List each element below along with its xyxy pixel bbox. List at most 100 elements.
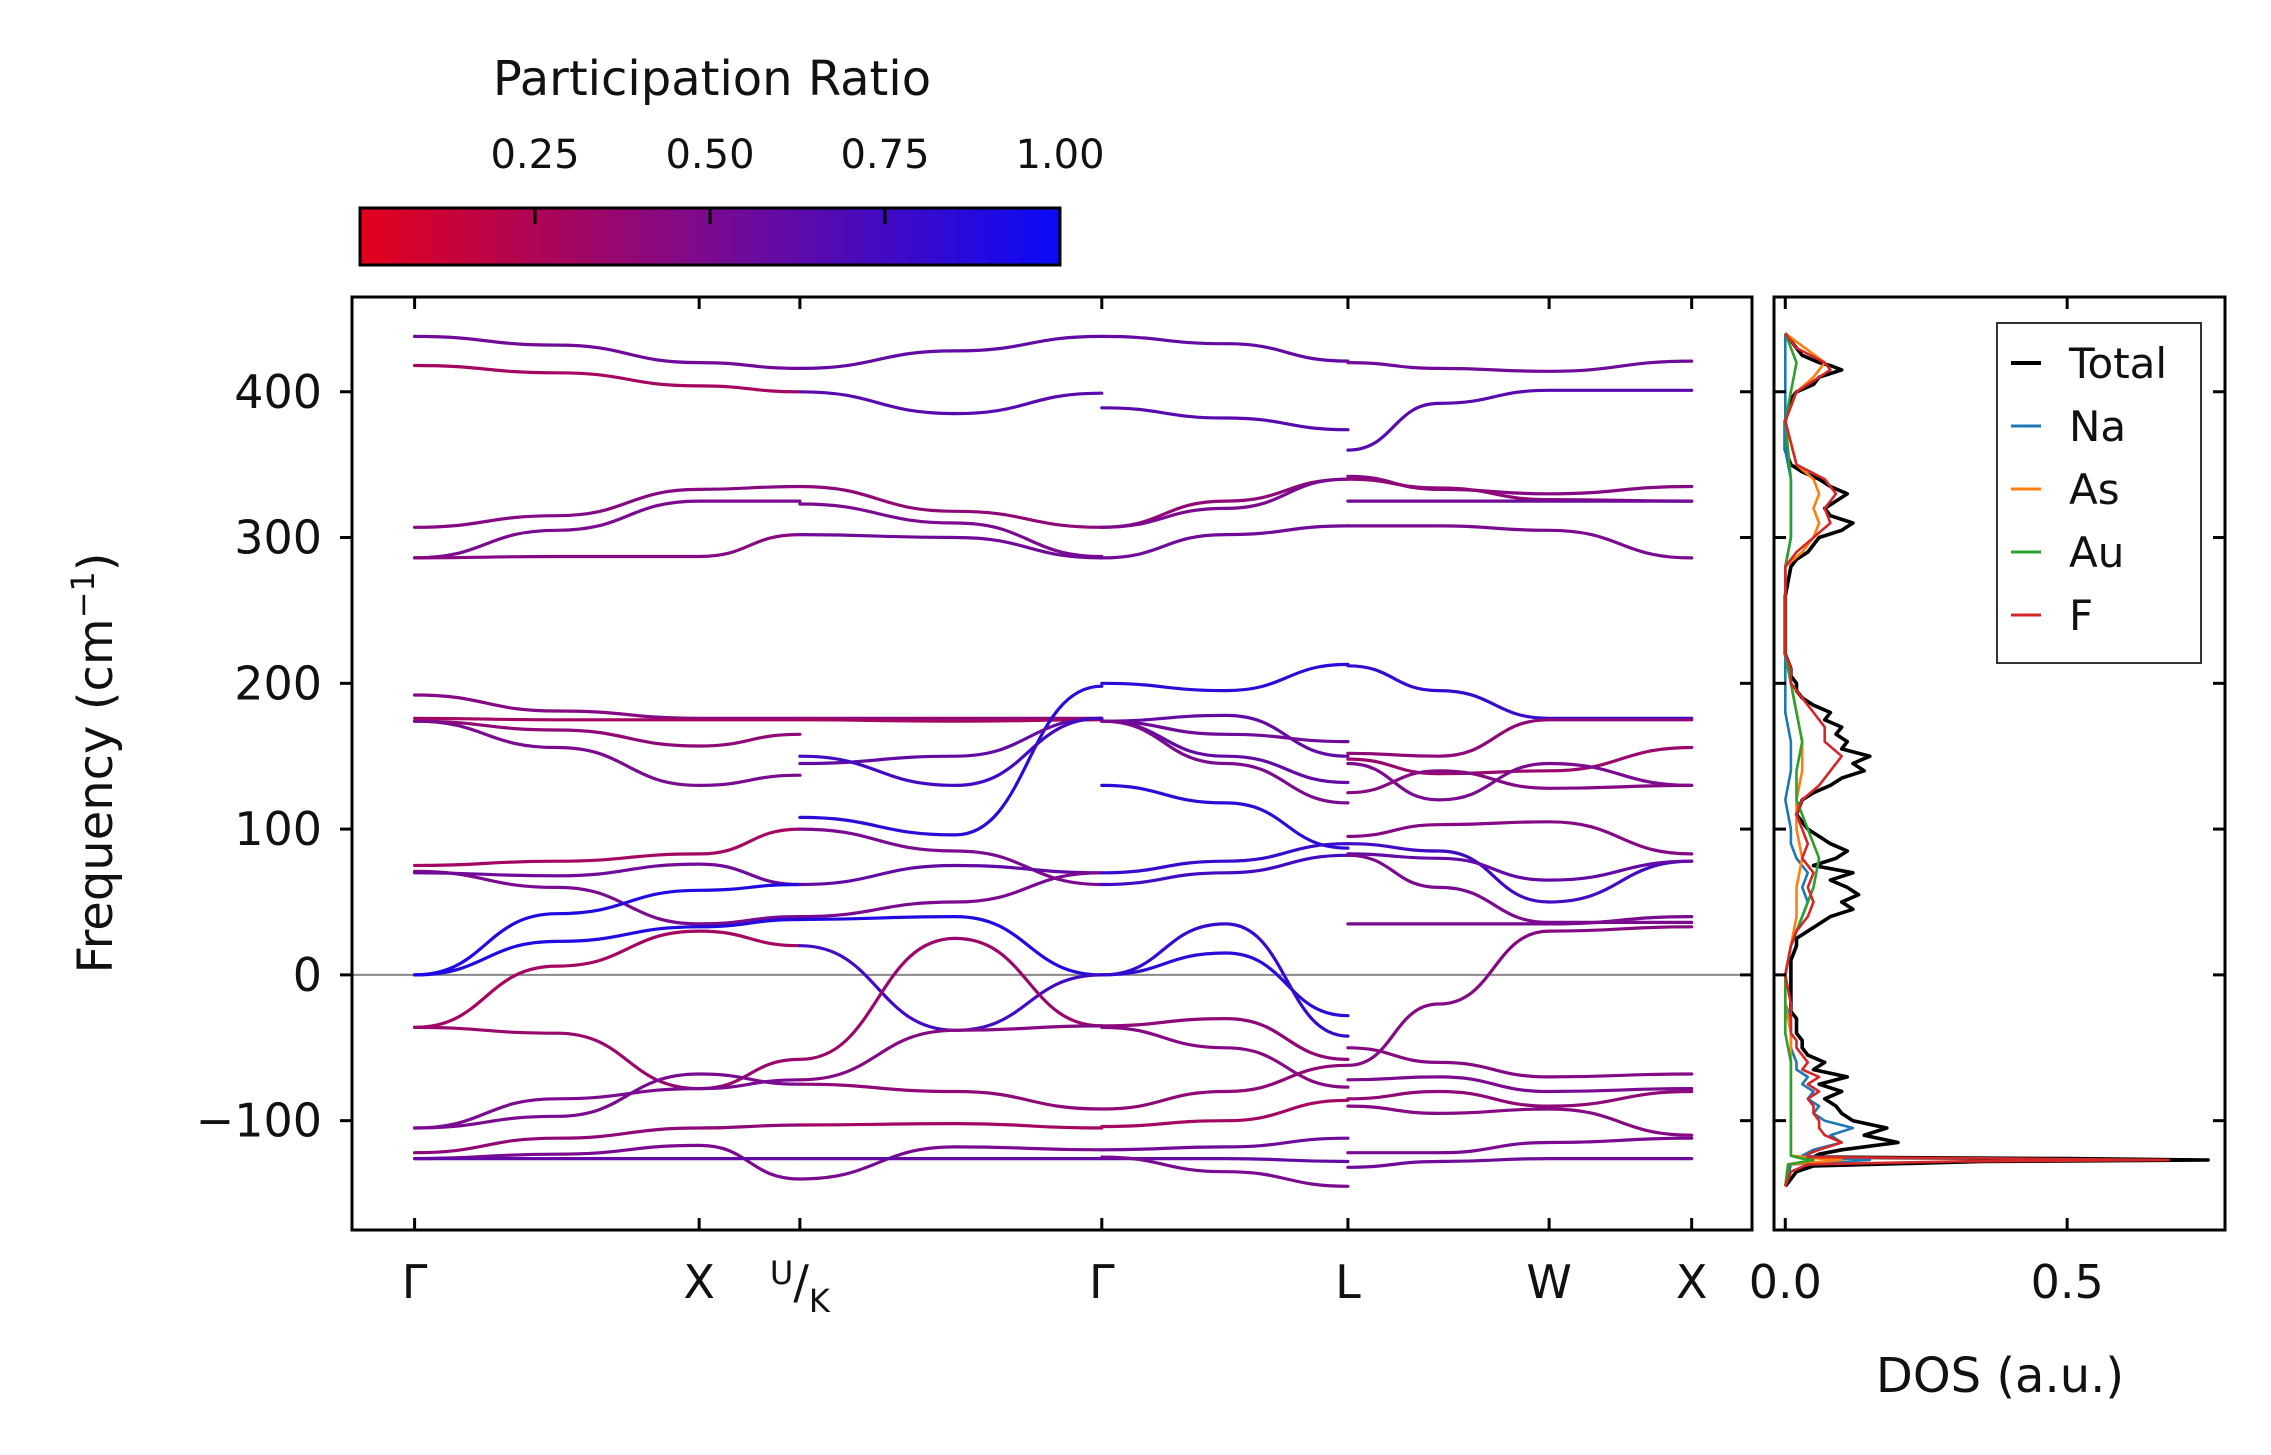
- band-line: [798, 914, 1104, 977]
- y-axis-label: Frequency (cm−1): [64, 552, 124, 973]
- band-line: [413, 917, 802, 977]
- band-line: [1100, 662, 1350, 693]
- k-point-label: U/K: [770, 1254, 831, 1320]
- band-line: [1346, 359, 1694, 373]
- band-structure-panel: −100 0 100 200 300 400 Γ X U/K Γ L W X Frequency (cm…: [64, 295, 1754, 1320]
- colorbar-title: Participation Ratio: [493, 51, 931, 107]
- band-line: [798, 502, 1104, 559]
- band-line: [798, 1024, 1104, 1082]
- colorbar-tick-label: 0.25: [490, 132, 579, 178]
- band-line: [1100, 477, 1350, 529]
- dos-panel: 0.0 0.5 DOS (a.u.) Total Na As Au F: [1749, 295, 2227, 1404]
- band-line: [798, 718, 1104, 723]
- band-line: [413, 693, 802, 720]
- band-line: [1100, 477, 1350, 529]
- band-line: [1100, 853, 1350, 887]
- y-tick-label: 400: [234, 365, 322, 419]
- band-line: [1346, 852, 1694, 882]
- band-line: [1100, 1025, 1350, 1089]
- band-line: [798, 827, 1104, 887]
- legend-label-na: Na: [2069, 402, 2126, 451]
- legend-label-f: F: [2069, 591, 2093, 640]
- band-line: [1100, 783, 1350, 850]
- band-line: [1346, 745, 1694, 776]
- band-axes: −100 0 100 200 300 400 Γ X U/K Γ L W X: [196, 297, 1752, 1320]
- band-line: [1100, 842, 1350, 875]
- band-line: [798, 533, 1104, 560]
- k-point-label-bottom: K: [809, 1282, 831, 1320]
- band-line: [1346, 1156, 1694, 1169]
- band-line: [413, 862, 802, 887]
- y-tick-label: 0: [293, 948, 322, 1002]
- band-line: [1346, 1104, 1694, 1137]
- band-line: [1100, 1016, 1350, 1061]
- band-line: [798, 863, 1104, 887]
- k-point-label: Γ: [1089, 1255, 1115, 1309]
- k-point-label: L: [1335, 1255, 1361, 1309]
- dos-line-f: [1784, 332, 2170, 1187]
- band-line: [1100, 1136, 1350, 1152]
- band-line: [413, 882, 802, 977]
- band-line: [798, 390, 1104, 416]
- band-line: [1100, 713, 1350, 758]
- band-line: [798, 484, 1104, 529]
- y-tick-label: −100: [196, 1094, 322, 1148]
- band-line: [413, 719, 802, 748]
- dos-x-tick-label: 0.5: [2031, 1255, 2104, 1309]
- band-line: [413, 1025, 802, 1091]
- band-line: [1346, 1046, 1694, 1079]
- y-axis-label-base: Frequency (cm: [68, 618, 124, 973]
- colorbar: Participation Ratio 0.25 0.50 0.75 1.00: [358, 51, 1105, 267]
- band-line: [798, 944, 1104, 1032]
- band-line: [1346, 388, 1694, 452]
- band-line: [1346, 915, 1694, 926]
- band-line: [413, 1123, 802, 1155]
- y-tick-label: 200: [234, 656, 322, 710]
- dos-frame: [1772, 295, 2227, 1232]
- legend-box: [1996, 322, 2202, 664]
- band-line: [1346, 718, 1694, 758]
- k-point-label: Γ: [402, 1255, 428, 1309]
- dos-line-au: [1784, 332, 1821, 1187]
- band-line: [413, 1143, 802, 1181]
- band-line: [1100, 406, 1350, 432]
- dos-x-tick-label: 0.0: [1749, 1255, 1822, 1309]
- band-line: [1100, 334, 1350, 363]
- band-line: [413, 1072, 802, 1130]
- band-line: [798, 684, 1104, 837]
- band-line: [1346, 1075, 1694, 1094]
- band-line: [798, 871, 1104, 919]
- colorbar-tick-label: 0.50: [665, 132, 754, 178]
- band-line: [1346, 925, 1694, 1067]
- band-line: [798, 1121, 1104, 1130]
- band-line: [1346, 1089, 1694, 1108]
- k-point-label: X: [1676, 1255, 1708, 1309]
- legend-items: Total Na As Au F: [2011, 339, 2167, 640]
- band-line: [798, 936, 1104, 1061]
- band-line: [1346, 664, 1694, 720]
- band-line: [798, 334, 1104, 370]
- band-line: [1100, 719, 1350, 744]
- dos-line-total: [1783, 332, 2210, 1188]
- y-tick-label: 100: [234, 802, 322, 856]
- band-line: [1100, 951, 1350, 1018]
- band-frame: [350, 295, 1754, 1232]
- band-line: [1100, 719, 1350, 805]
- band-lines: [413, 334, 1694, 1188]
- band-line: [1100, 1063, 1350, 1111]
- band-line: [1346, 769, 1694, 795]
- k-point-label-top: U: [770, 1254, 793, 1292]
- y-axis-label-close: ): [68, 552, 124, 571]
- dos-lines: [1783, 332, 2210, 1188]
- band-line: [413, 499, 802, 560]
- band-line: [1100, 1155, 1350, 1188]
- band-line: [1346, 820, 1694, 856]
- k-point-label: X: [683, 1255, 715, 1309]
- band-line: [1100, 524, 1350, 560]
- band-line: [1346, 842, 1694, 904]
- band-line: [798, 1082, 1104, 1111]
- dos-legend: Total Na As Au F: [1996, 322, 2202, 664]
- band-line: [413, 827, 802, 868]
